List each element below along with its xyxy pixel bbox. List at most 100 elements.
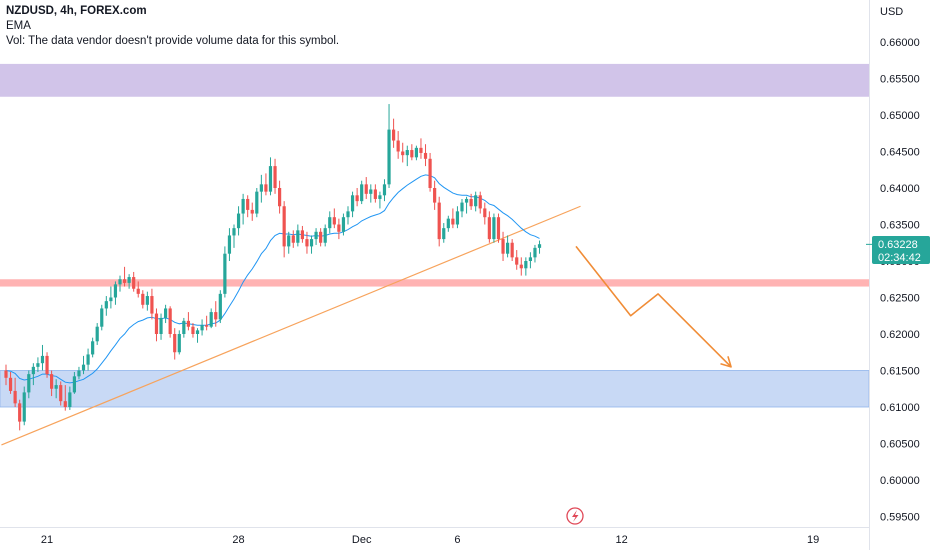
- candle: [451, 208, 455, 229]
- candle: [141, 290, 145, 309]
- candles: [4, 104, 542, 431]
- candle: [104, 296, 108, 316]
- candle-body: [410, 150, 414, 158]
- candle: [419, 138, 423, 159]
- candle-body: [223, 253, 227, 294]
- price-tick-label: 0.65500: [880, 74, 920, 86]
- candle-body: [328, 217, 332, 229]
- candle-body: [305, 239, 309, 247]
- candle-body: [510, 242, 514, 258]
- candle: [18, 399, 22, 431]
- candle-body: [145, 296, 149, 305]
- candle-body: [150, 296, 154, 314]
- candle-body: [259, 184, 263, 192]
- price-zone: [0, 63, 869, 97]
- candle: [50, 370, 54, 397]
- candle: [346, 206, 350, 225]
- candle: [273, 158, 277, 194]
- candle-body: [191, 326, 195, 334]
- candle: [45, 352, 49, 378]
- candle: [314, 228, 318, 245]
- candle: [323, 224, 327, 247]
- price-tick-label: 0.62500: [880, 293, 920, 305]
- candle: [519, 257, 523, 276]
- indicator-ema[interactable]: EMA: [6, 20, 31, 32]
- candle: [218, 290, 222, 324]
- candle: [200, 319, 204, 336]
- candle: [474, 191, 478, 212]
- candle: [319, 228, 323, 247]
- candle-body: [236, 213, 241, 229]
- candle: [136, 281, 140, 298]
- candle-body: [18, 403, 22, 422]
- candle: [255, 188, 259, 218]
- candle-body: [460, 202, 464, 212]
- candle-body: [496, 217, 501, 240]
- candle-body: [13, 390, 17, 404]
- candle: [423, 144, 428, 167]
- time-tick-label: 21: [41, 534, 53, 546]
- candle: [528, 252, 532, 269]
- candle-body: [487, 217, 491, 240]
- candle-body: [455, 211, 460, 225]
- candle-body: [205, 325, 209, 327]
- candle: [259, 174, 263, 203]
- symbol-title[interactable]: NZDUSD, 4h, FOREX.com: [6, 5, 147, 17]
- candle: [328, 211, 332, 234]
- candle: [232, 224, 236, 248]
- candle-body: [392, 129, 396, 141]
- candle: [164, 304, 168, 324]
- candle: [113, 281, 118, 305]
- candle-body: [264, 184, 268, 192]
- candle: [515, 250, 519, 270]
- candle-body: [31, 366, 35, 375]
- candle: [241, 193, 245, 225]
- candle-body: [273, 166, 277, 188]
- candle-body: [414, 147, 418, 158]
- candle-body: [95, 326, 99, 342]
- candle-body: [364, 184, 368, 194]
- candle-body: [141, 293, 145, 305]
- candle-body: [168, 308, 172, 334]
- candle: [350, 191, 355, 218]
- candle: [236, 206, 241, 236]
- candle: [150, 288, 154, 320]
- candle-body: [50, 374, 54, 389]
- candle-body: [250, 209, 254, 214]
- price-tick-label: 0.63500: [880, 220, 920, 232]
- trendline-segment: [1, 205, 581, 446]
- candle-body: [369, 189, 373, 194]
- candle-body: [63, 401, 67, 407]
- candle: [296, 224, 300, 247]
- forecast-arrow[interactable]: [575, 245, 732, 368]
- trendline[interactable]: [1, 205, 581, 446]
- time-tick-label: 28: [232, 534, 244, 546]
- price-axis[interactable]: USD 0.66000 0.65500 0.65000 0.64500 0.64000 0…: [869, 0, 920, 550]
- candle-body: [86, 354, 90, 365]
- candle: [100, 304, 104, 331]
- lightning-icon[interactable]: [566, 507, 584, 525]
- time-tick-label: 19: [807, 534, 819, 546]
- candle-body: [186, 320, 190, 327]
- candle-body: [54, 385, 58, 389]
- candle: [177, 330, 181, 355]
- candle: [191, 323, 195, 338]
- price-tick-label: 0.62000: [880, 329, 920, 341]
- candle: [373, 184, 377, 203]
- candle: [337, 218, 341, 240]
- candle-body: [127, 277, 131, 283]
- candle: [31, 363, 35, 386]
- candle-body: [378, 195, 382, 199]
- candle: [401, 142, 405, 163]
- candle: [433, 180, 437, 210]
- candle-body: [478, 195, 482, 209]
- candle-body: [164, 308, 168, 318]
- candle: [8, 371, 13, 394]
- candle-body: [241, 198, 245, 214]
- candle-body: [437, 202, 441, 240]
- candle: [291, 230, 295, 248]
- forecast-arrowhead: [720, 356, 732, 368]
- time-axis[interactable]: 2128Dec612192620239: [0, 527, 932, 547]
- currency-label: USD: [880, 6, 903, 18]
